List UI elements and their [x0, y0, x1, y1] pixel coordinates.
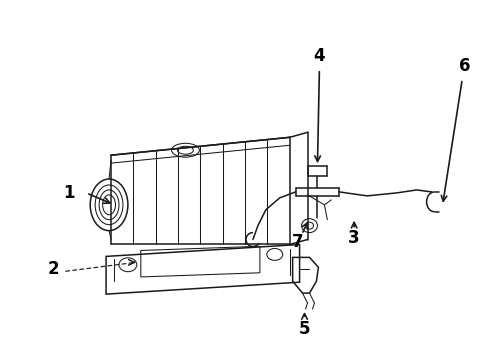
Text: 5: 5: [299, 320, 310, 338]
Text: 1: 1: [64, 184, 75, 202]
Text: 4: 4: [314, 47, 325, 65]
Text: 6: 6: [459, 57, 470, 75]
Text: 7: 7: [292, 233, 303, 251]
Text: 3: 3: [348, 229, 360, 247]
Text: 2: 2: [48, 260, 59, 278]
